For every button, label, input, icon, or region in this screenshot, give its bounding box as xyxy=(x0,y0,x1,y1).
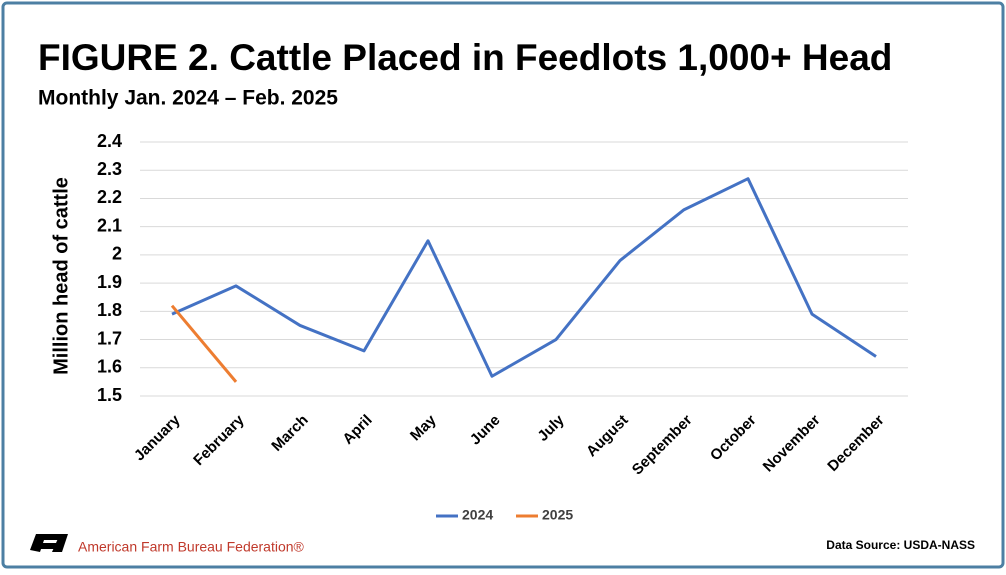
series-line xyxy=(170,304,238,383)
y-tick-label: 2.2 xyxy=(97,187,122,207)
legend-label: 2024 xyxy=(462,507,493,523)
chart-subtitle: Monthly Jan. 2024 – Feb. 2025 xyxy=(38,87,338,110)
organization: American Farm Bureau Federation® xyxy=(78,539,305,555)
y-tick-label: 1.7 xyxy=(97,328,122,348)
y-tick-label: 1.8 xyxy=(97,300,122,320)
y-tick-label: 2.1 xyxy=(97,215,122,235)
y-tick-label: 2 xyxy=(112,244,122,264)
y-axis-title: Million head of cattle xyxy=(50,177,72,375)
logo xyxy=(30,534,68,552)
y-tick-label: 1.9 xyxy=(97,272,122,292)
y-tick-label: 2.4 xyxy=(97,131,122,151)
y-tick-label: 1.6 xyxy=(97,357,122,377)
data-source: Data Source: USDA-NASS xyxy=(826,538,975,552)
series-line xyxy=(171,177,877,378)
y-tick-label: 1.5 xyxy=(97,385,122,405)
chart-title: FIGURE 2. Cattle Placed in Feedlots 1,00… xyxy=(38,37,892,78)
legend-label: 2025 xyxy=(542,507,573,523)
y-tick-label: 2.3 xyxy=(97,159,122,179)
